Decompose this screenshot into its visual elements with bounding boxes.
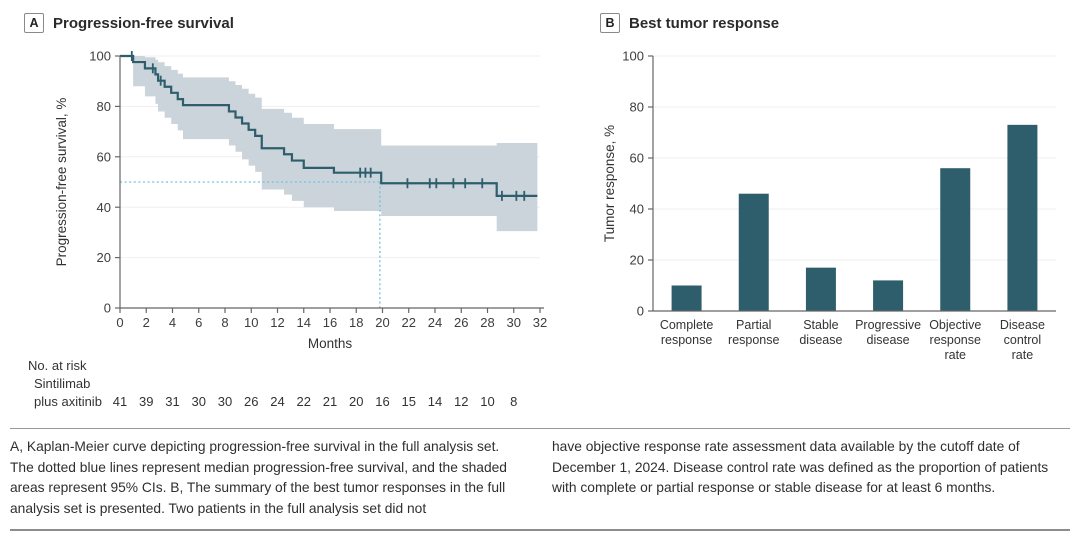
risk-group-name-line1: Sintilimab: [34, 376, 90, 391]
caption-left-column: A, Kaplan-Meier curve depicting progress…: [10, 439, 507, 517]
bar-y-tick-label: 40: [630, 202, 644, 217]
km-x-tick-label: 10: [244, 315, 258, 330]
caption-bottom-rule: [10, 529, 1070, 531]
bar-category-label: Disease control rate: [1000, 318, 1045, 362]
km-y-tick-label: 0: [104, 301, 111, 316]
km-x-tick-label: 16: [323, 315, 337, 330]
panel-a-title: Progression-free survival: [53, 14, 234, 32]
bar-objective-response-rate: [940, 168, 971, 311]
km-curve: [120, 54, 538, 197]
panel-b-letter-box: B: [600, 13, 620, 33]
risk-value: 30: [218, 394, 232, 409]
panel-b-title: Best tumor response: [629, 14, 780, 32]
risk-value: 21: [323, 394, 337, 409]
bar-y-tick-label: 0: [637, 304, 644, 319]
km-x-axis-label: Months: [308, 336, 353, 351]
km-x-tick-label: 28: [480, 315, 494, 330]
caption-right-column: have objective response rate assessment …: [552, 439, 1049, 496]
bar-y-tick-label: 80: [630, 100, 644, 115]
bar-stable-disease: [805, 267, 836, 311]
risk-value: 24: [270, 394, 284, 409]
km-x-tick-label: 32: [533, 315, 547, 330]
bar-category-label: Partial response: [728, 318, 779, 347]
bar-progressive-disease: [873, 280, 904, 311]
risk-value: 12: [454, 394, 468, 409]
risk-value: 15: [402, 394, 416, 409]
risk-value: 39: [139, 394, 153, 409]
km-x-tick-label: 8: [221, 315, 228, 330]
panel-b-header: B Best tumor response: [600, 13, 779, 33]
km-y-tick-label: 80: [97, 99, 111, 114]
caption-top-rule: [10, 428, 1070, 429]
bar-partial-response: [738, 193, 769, 311]
km-ci-band: [120, 56, 538, 232]
bar-category-label: Progressive disease: [855, 318, 921, 347]
bar-complete-response: [671, 285, 702, 311]
risk-value: 31: [165, 394, 179, 409]
km-x-tick-label: 14: [297, 315, 311, 330]
km-x-tick-label: 22: [402, 315, 416, 330]
km-x-tick-label: 12: [270, 315, 284, 330]
km-y-tick-label: 60: [97, 149, 111, 164]
risk-value: 16: [375, 394, 389, 409]
risk-value: 10: [480, 394, 494, 409]
km-x-tick-label: 24: [428, 315, 442, 330]
km-y-tick-label: 100: [89, 49, 111, 64]
risk-value: 30: [192, 394, 206, 409]
risk-value: 20: [349, 394, 363, 409]
bar-y-tick-label: 20: [630, 253, 644, 268]
km-x-tick-label: 2: [143, 315, 150, 330]
km-x-tick-label: 0: [116, 315, 123, 330]
bar-category-label: Complete response: [660, 318, 714, 347]
risk-value: 22: [297, 394, 311, 409]
bar-y-tick-label: 100: [622, 49, 644, 64]
bar-category-label: Stable disease: [799, 318, 842, 347]
bar-category-label: Objective response rate: [929, 318, 981, 362]
km-x-tick-label: 26: [454, 315, 468, 330]
km-y-tick-label: 20: [97, 250, 111, 265]
bar-disease-control-rate: [1007, 124, 1038, 311]
risk-value: 41: [113, 394, 127, 409]
risk-value: 26: [244, 394, 258, 409]
risk-group-name-line2: plus axitinib: [34, 394, 102, 409]
km-x-tick-label: 6: [195, 315, 202, 330]
km-y-axis-label: Progression-free survival, %: [54, 98, 69, 267]
km-x-tick-label: 4: [169, 315, 176, 330]
bar-y-tick-label: 60: [630, 151, 644, 166]
bar-y-axis-label: Tumor response, %: [602, 125, 617, 242]
km-y-tick-label: 40: [97, 200, 111, 215]
panel-a-header: A Progression-free survival: [24, 13, 234, 33]
km-x-tick-label: 18: [349, 315, 363, 330]
km-x-tick-label: 30: [507, 315, 521, 330]
risk-value: 8: [510, 394, 517, 409]
panel-a-letter-box: A: [24, 13, 44, 33]
risk-value: 14: [428, 394, 442, 409]
km-x-tick-label: 20: [375, 315, 389, 330]
risk-table-header: No. at risk: [28, 358, 87, 373]
bar-chart: Complete response Partial response Stable dis…: [602, 49, 1056, 362]
